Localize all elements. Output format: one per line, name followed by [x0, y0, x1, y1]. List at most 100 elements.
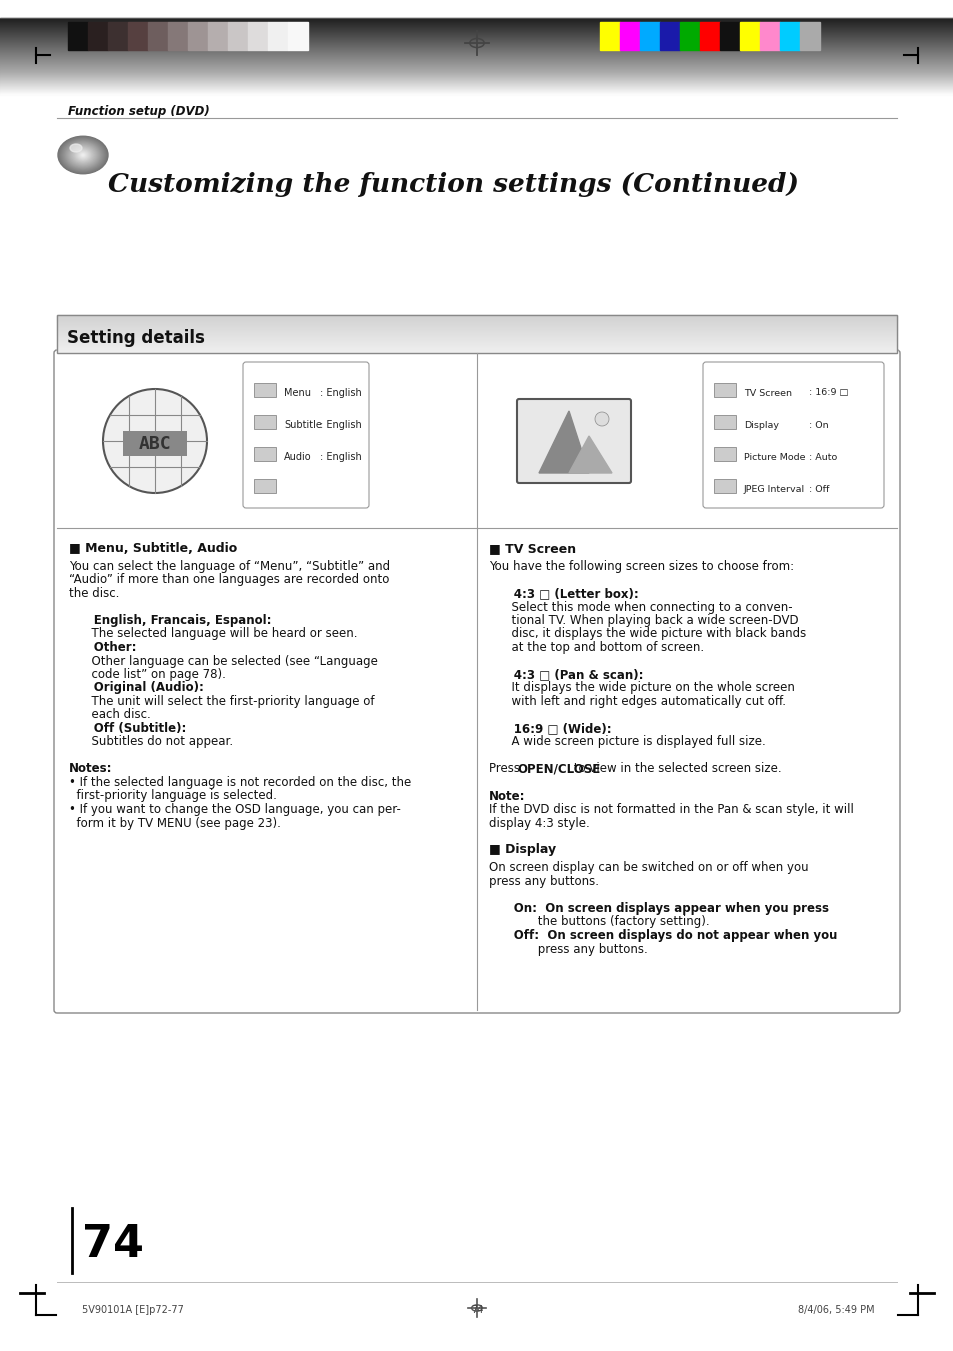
Text: OPEN/CLOSE: OPEN/CLOSE [517, 762, 599, 775]
Text: : English: : English [319, 420, 361, 430]
Text: It displays the wide picture on the whole screen: It displays the wide picture on the whol… [489, 681, 794, 694]
Bar [248, 22, 268, 50]
Ellipse shape [63, 141, 103, 170]
Ellipse shape [82, 154, 84, 155]
Text: : English: : English [319, 453, 361, 462]
Text: : Auto: : Auto [808, 453, 837, 462]
Ellipse shape [61, 139, 105, 172]
Bar [679, 22, 700, 50]
Text: 8/4/06, 5:49 PM: 8/4/06, 5:49 PM [798, 1305, 874, 1315]
Bar [713, 415, 735, 430]
Text: Picture Mode: Picture Mode [743, 453, 804, 462]
FancyBboxPatch shape [702, 362, 883, 508]
Text: the disc.: the disc. [69, 586, 119, 600]
Text: code list” on page 78).: code list” on page 78). [69, 667, 226, 681]
Bar [208, 22, 228, 50]
Ellipse shape [70, 145, 82, 153]
Text: 4:3 □ (Pan & scan):: 4:3 □ (Pan & scan): [489, 667, 643, 681]
Text: press any buttons.: press any buttons. [489, 943, 647, 955]
Bar [659, 22, 679, 50]
Bar [57, 315, 896, 353]
Bar [639, 22, 659, 50]
Text: Off (Subtitle):: Off (Subtitle): [69, 721, 186, 735]
Bar [760, 22, 780, 50]
Text: with left and right edges automatically cut off.: with left and right edges automatically … [489, 694, 785, 708]
Ellipse shape [67, 143, 99, 168]
Bar [253, 415, 275, 430]
Bar [619, 22, 639, 50]
Ellipse shape [69, 145, 97, 166]
Text: ■ TV Screen: ■ TV Screen [489, 542, 576, 555]
Bar [780, 22, 800, 50]
Bar [288, 22, 308, 50]
Circle shape [595, 412, 608, 426]
Text: 4:3 □ (Letter box):: 4:3 □ (Letter box): [489, 586, 639, 600]
Bar [188, 22, 208, 50]
Text: JPEG Interval: JPEG Interval [743, 485, 804, 493]
Text: 5V90101A [E]p72-77: 5V90101A [E]p72-77 [82, 1305, 184, 1315]
FancyBboxPatch shape [243, 362, 369, 508]
Text: On screen display can be switched on or off when you: On screen display can be switched on or … [489, 862, 808, 874]
Text: form it by TV MENU (see page 23).: form it by TV MENU (see page 23). [69, 816, 280, 830]
Text: Menu: Menu [284, 388, 311, 399]
Ellipse shape [79, 153, 87, 158]
Text: Subtitle: Subtitle [284, 420, 321, 430]
Text: If the DVD disc is not formatted in the Pan & scan style, it will: If the DVD disc is not formatted in the … [489, 802, 853, 816]
Bar [123, 431, 187, 457]
Text: Press: Press [489, 762, 523, 775]
Text: first-priority language is selected.: first-priority language is selected. [69, 789, 276, 802]
Text: : 16:9 □: : 16:9 □ [808, 389, 847, 397]
Bar [228, 22, 248, 50]
Text: TV Screen: TV Screen [743, 389, 791, 397]
Text: A wide screen picture is displayed full size.: A wide screen picture is displayed full … [489, 735, 765, 748]
Text: : English: : English [319, 388, 361, 399]
FancyBboxPatch shape [517, 399, 630, 484]
Polygon shape [568, 436, 612, 473]
Ellipse shape [59, 136, 107, 173]
Text: each disc.: each disc. [69, 708, 151, 721]
Ellipse shape [78, 151, 88, 159]
Ellipse shape [66, 142, 100, 168]
Bar [740, 22, 760, 50]
Bar [108, 22, 128, 50]
Ellipse shape [80, 153, 86, 157]
Text: The unit will select the first-priority language of: The unit will select the first-priority … [69, 694, 375, 708]
Ellipse shape [74, 149, 91, 162]
Bar [128, 22, 148, 50]
Bar [713, 382, 735, 397]
Text: : Off: : Off [808, 485, 828, 493]
Ellipse shape [103, 389, 207, 493]
Bar [148, 22, 168, 50]
Bar [253, 382, 275, 397]
Text: Other language can be selected (see “Language: Other language can be selected (see “Lan… [69, 654, 377, 667]
Text: Other:: Other: [69, 640, 136, 654]
Ellipse shape [71, 147, 94, 163]
Text: Subtitles do not appear.: Subtitles do not appear. [69, 735, 233, 748]
Text: ABC: ABC [138, 435, 172, 453]
Ellipse shape [71, 146, 95, 163]
Bar [253, 447, 275, 461]
Ellipse shape [60, 138, 106, 172]
Text: disc, it displays the wide picture with black bands: disc, it displays the wide picture with … [489, 627, 805, 640]
Bar [713, 480, 735, 493]
Bar [88, 22, 108, 50]
Ellipse shape [75, 149, 91, 161]
Text: 74: 74 [471, 1305, 482, 1315]
Ellipse shape [68, 143, 98, 166]
Text: press any buttons.: press any buttons. [489, 875, 598, 888]
Ellipse shape [81, 154, 85, 157]
Text: Notes:: Notes: [69, 762, 112, 775]
Bar [68, 22, 88, 50]
Text: Original (Audio):: Original (Audio): [69, 681, 204, 694]
Text: Note:: Note: [489, 789, 525, 802]
FancyBboxPatch shape [54, 350, 899, 1013]
Text: at the top and bottom of screen.: at the top and bottom of screen. [489, 640, 703, 654]
Text: ■ Display: ■ Display [489, 843, 556, 857]
Text: 74: 74 [82, 1223, 144, 1266]
Text: • If the selected language is not recorded on the disc, the: • If the selected language is not record… [69, 775, 411, 789]
Ellipse shape [64, 141, 102, 169]
Bar [700, 22, 720, 50]
Ellipse shape [77, 150, 89, 159]
Bar [800, 22, 820, 50]
Bar [253, 480, 275, 493]
